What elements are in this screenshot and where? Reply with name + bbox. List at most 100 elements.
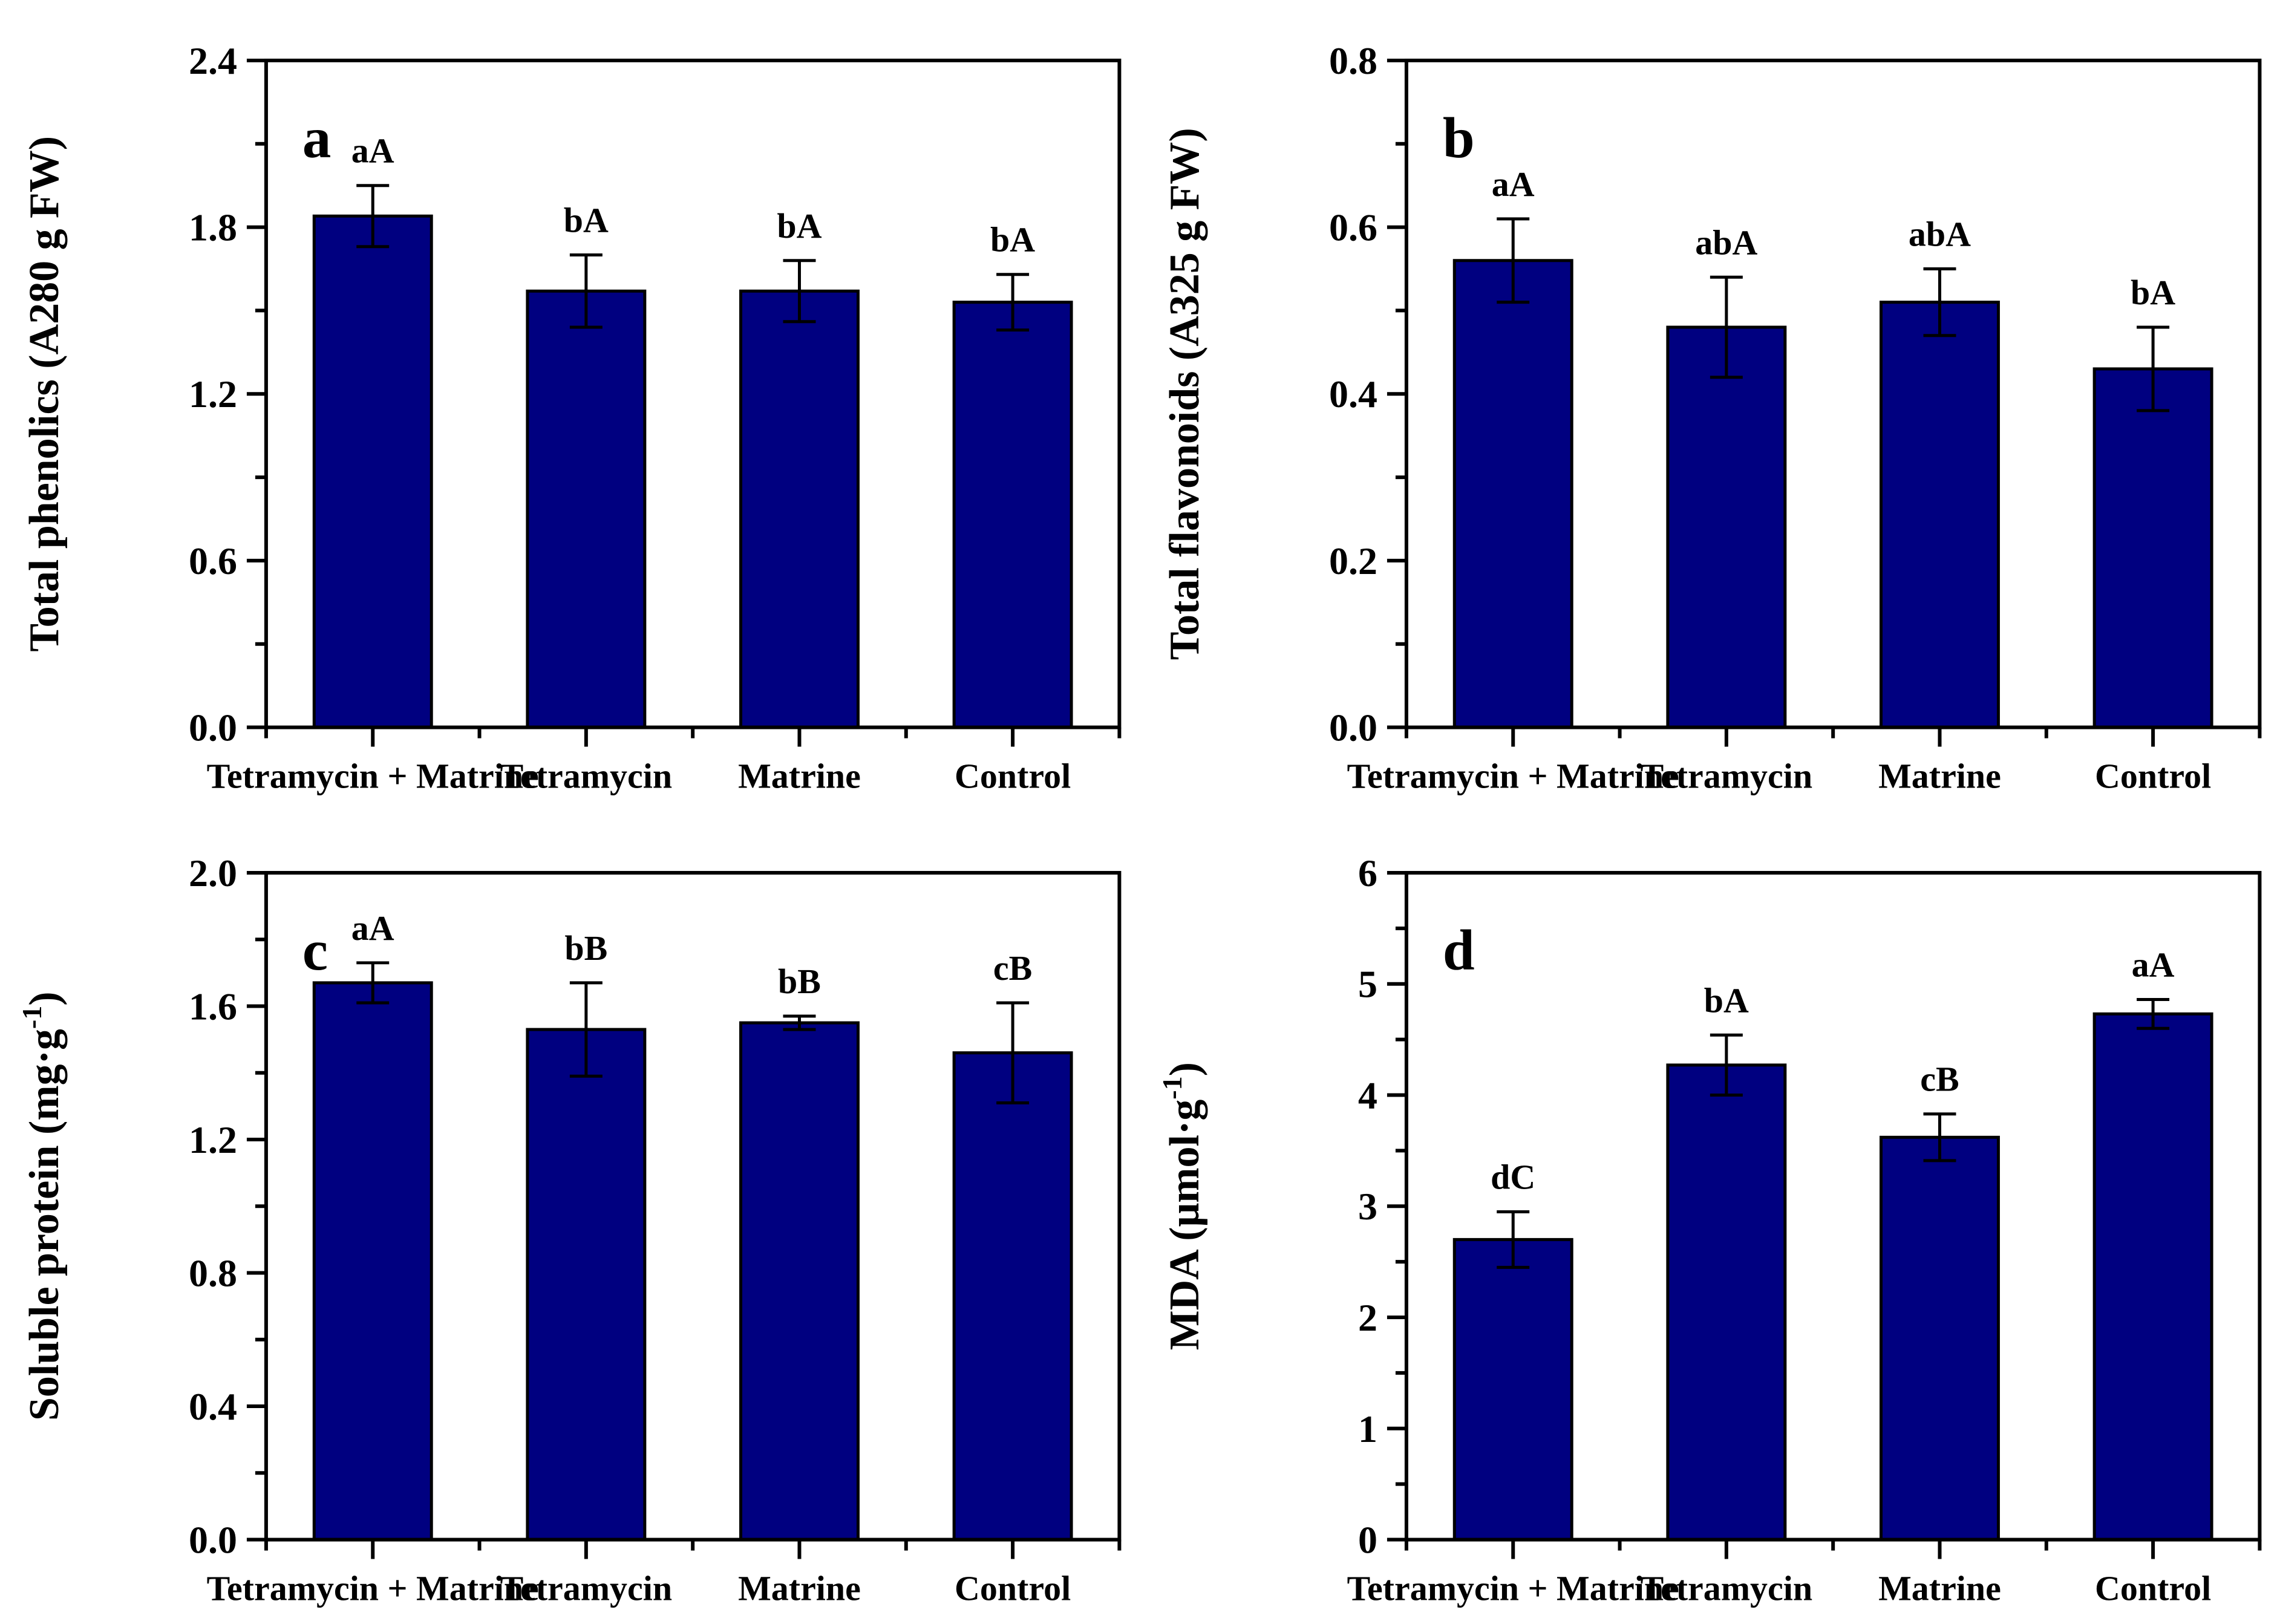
x-category-label: Tetramycin + Matrine [1347,1568,1679,1608]
sig-label: bA [2131,273,2175,312]
panel-a: aA bA bA bA 0.0 0.6 1.2 1.8 2.4 Tetramycin + Matr… [0,0,1140,812]
x-category-label: Tetramycin [500,1568,672,1608]
x-category-label: Matrine [738,757,861,796]
bar [526,1028,647,1541]
error-bar [1496,217,1529,304]
sig-label: dC [1491,1157,1535,1196]
error-bar [2136,997,2169,1030]
y-tick-label: 2.4 [189,39,237,82]
sig-label: bB [564,928,607,967]
panel-letter: b [1442,106,1474,170]
error-bar [1922,267,1956,338]
y-tick-label: 3 [1357,1185,1377,1228]
error-bar [996,1000,1030,1104]
x-category-label: Control [2095,1568,2211,1608]
sig-label: cB [993,948,1032,987]
error-bar [1922,1112,1956,1162]
bar [952,1051,1073,1541]
y-tick-label: 6 [1357,851,1377,894]
y-tick-label: 0.6 [189,540,237,582]
x-category-label: Tetramycin + Matrine [207,1568,539,1608]
error-bar [356,184,390,249]
panel-d-chart: dC bA cB aA 0 1 2 3 4 5 6 Tetramycin + MatrineTetra… [1157,851,2261,1608]
x-category-label: Matrine [738,1568,861,1608]
bar [952,301,1073,729]
error-bar [2136,325,2169,413]
error-bar [1496,1210,1529,1269]
error-bar [569,253,603,329]
x-category-label: Tetramycin [1640,757,1812,796]
x-category-label: Tetramycin + Matrine [207,757,539,796]
y-tick-label: 0.0 [189,706,237,749]
y-tick-label: 0.6 [1328,206,1377,249]
y-axis-title: Soluble protein (mg·g-1) [16,991,68,1421]
bar [312,214,433,729]
y-tick-label: 1.8 [189,206,237,249]
x-category-label: Control [955,1568,1071,1608]
y-axis-title: Total flavonoids (A325 g FW) [1161,128,1208,660]
y-tick-label: 1 [1357,1407,1377,1450]
panel-letter: c [302,918,328,982]
y-tick-label: 2 [1357,1296,1377,1339]
bar [1879,301,2000,729]
y-tick-label: 0.8 [189,1251,237,1294]
error-bar [1710,1033,1743,1097]
y-tick-label: 0.0 [189,1518,237,1561]
x-category-label: Tetramycin [500,757,672,796]
y-tick-label: 2.0 [189,851,237,894]
error-bar [783,259,816,324]
sig-label: bB [778,962,821,1001]
bar [2092,367,2213,729]
error-bar [783,1014,816,1031]
y-tick-label: 1.2 [189,373,237,416]
y-tick-label: 0.2 [1328,540,1377,582]
y-tick-label: 0.4 [189,1385,237,1428]
bar [739,289,860,729]
y-tick-label: 1.6 [189,985,237,1028]
sig-label: aA [2131,945,2174,984]
y-tick-label: 4 [1357,1074,1377,1117]
panel-letter: a [302,106,331,170]
x-category-label: Matrine [1878,757,2001,796]
sig-label: bA [564,201,609,240]
x-category-label: Control [955,757,1071,796]
sig-label: abA [1695,223,1757,262]
x-category-label: Matrine [1878,1568,2001,1608]
sig-label: bA [990,220,1035,259]
bar [1665,325,1786,729]
y-tick-label: 0.0 [1328,706,1377,749]
panel-b-chart: aA abA abA bA 0.0 0.2 0.4 0.6 0.8 Tetramycin + Ma… [1161,39,2261,796]
y-tick-label: 0 [1357,1518,1377,1561]
error-bar [569,980,603,1078]
x-category-label: Control [2095,757,2211,796]
bar [2092,1012,2213,1541]
bar [312,980,433,1541]
panel-d: dC bA cB aA 0 1 2 3 4 5 6 Tetramycin + Matrine Tetra… [1140,812,2280,1624]
error-bar [996,273,1030,332]
y-axis-title: MDA (μmol·g-1) [1157,1062,1208,1350]
panel-c-chart: aA bB bB cB 0.0 0.4 0.8 1.2 1.6 2.0 Tetramycin + M… [16,851,1122,1608]
error-bar [356,960,390,1004]
sig-label: aA [351,908,394,947]
bar [1452,259,1573,729]
bar [526,289,647,729]
sig-label: cB [1920,1059,1959,1098]
x-category-label: Tetramycin [1640,1568,1812,1608]
y-tick-label: 0.8 [1328,39,1377,82]
panel-c: aA bB bB cB 0.0 0.4 0.8 1.2 1.6 2.0 Tetramycin + M… [0,812,1140,1624]
panel-letter: d [1442,918,1474,982]
error-bar [1710,275,1743,379]
bar [1879,1135,2000,1541]
bar [1452,1238,1573,1541]
y-tick-label: 5 [1357,962,1377,1005]
x-category-label: Tetramycin + Matrine [1347,757,1679,796]
y-tick-label: 0.4 [1328,373,1377,416]
sig-label: bA [1703,980,1748,1020]
sig-label: abA [1908,215,1970,254]
panel-a-chart: aA bA bA bA 0.0 0.6 1.2 1.8 2.4 Tetramycin + Matr… [21,39,1122,796]
sig-label: aA [351,131,394,171]
sig-label: aA [1491,165,1534,204]
bar [739,1021,860,1541]
bar [1665,1063,1786,1541]
